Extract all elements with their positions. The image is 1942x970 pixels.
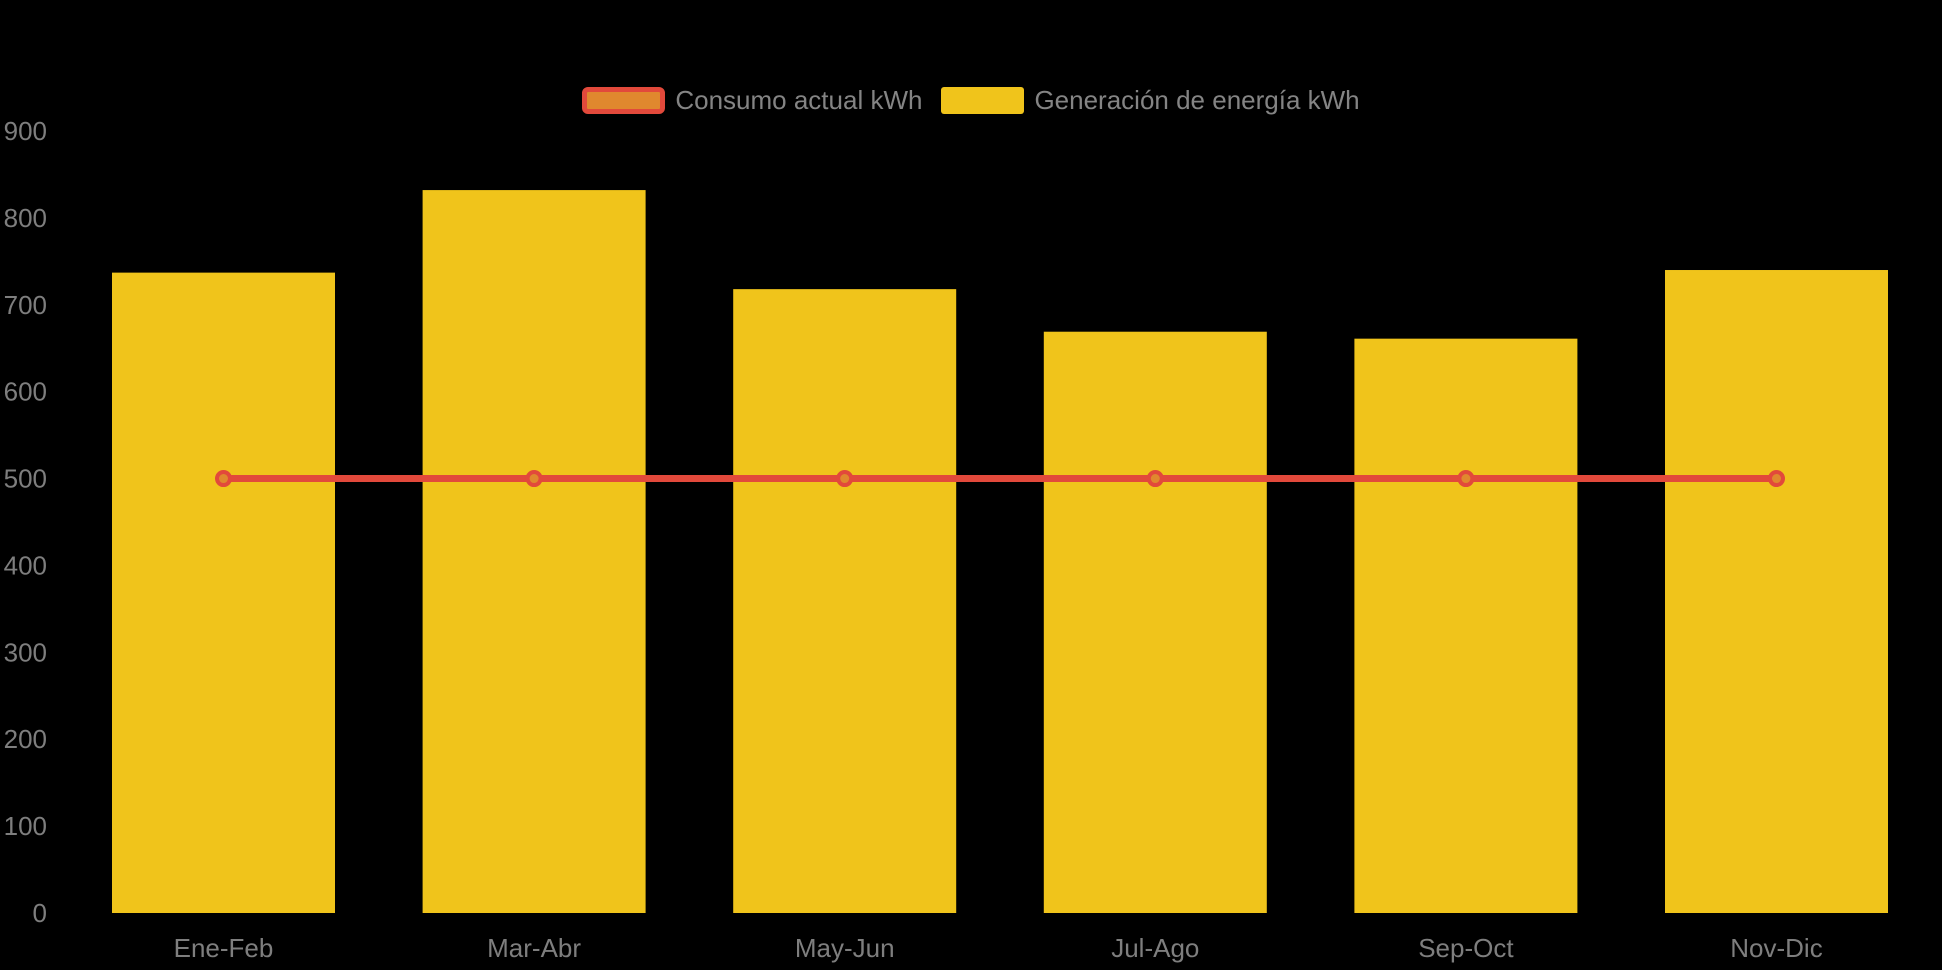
y-tick-label: 300: [4, 637, 47, 667]
legend-item-consumo[interactable]: Consumo actual kWh: [582, 84, 923, 115]
x-tick-label: Mar-Abr: [487, 933, 581, 963]
x-tick-label: Jul-Ago: [1111, 933, 1199, 963]
legend-label-generacion: Generación de energía kWh: [1034, 84, 1360, 115]
y-tick-label: 100: [4, 811, 47, 841]
y-tick-label: 500: [4, 464, 47, 494]
bar-generacion[interactable]: [112, 272, 335, 913]
line-point[interactable]: [215, 470, 232, 488]
x-tick-label: May-Jun: [795, 933, 895, 963]
x-axis-labels: Ene-Feb Mar-Abr May-Jun Jul-Ago Sep-Oct Nov-D…: [174, 933, 1823, 963]
legend-item-generacion[interactable]: Generación de energía kWh: [941, 84, 1360, 115]
x-tick-label: Sep-Oct: [1418, 933, 1514, 963]
y-tick-label: 0: [33, 898, 47, 928]
legend: Consumo actual kWh Generación de energía…: [0, 86, 1942, 114]
line-point[interactable]: [1146, 470, 1164, 488]
y-tick-label: 200: [4, 724, 47, 754]
y-tick-label: 700: [4, 290, 47, 320]
legend-label-consumo: Consumo actual kWh: [675, 84, 923, 115]
y-tick-label: 800: [4, 203, 47, 233]
bar-generacion[interactable]: [422, 190, 646, 913]
line-series-swatch-icon: [582, 86, 666, 114]
x-tick-label: Ene-Feb: [174, 933, 274, 963]
y-tick-label: 400: [4, 550, 47, 580]
bar-generacion[interactable]: [1354, 338, 1578, 914]
line-series-group: [215, 470, 1785, 488]
line-point[interactable]: [1768, 470, 1785, 488]
y-tick-label: 900: [4, 116, 47, 146]
line-point[interactable]: [1457, 470, 1475, 488]
bar-generacion[interactable]: [1665, 270, 1888, 913]
y-tick-label: 600: [4, 377, 47, 407]
bar-series-swatch-icon: [941, 86, 1025, 114]
bar-series-group: [112, 190, 1888, 914]
line-point[interactable]: [836, 470, 854, 488]
x-tick-label: Nov-Dic: [1730, 933, 1822, 963]
bar-generacion[interactable]: [733, 289, 957, 913]
y-axis-labels: 0 100 200 300 400 500 600 700 800 900: [4, 116, 47, 928]
bar-generacion[interactable]: [1043, 331, 1267, 913]
line-point[interactable]: [525, 470, 543, 488]
